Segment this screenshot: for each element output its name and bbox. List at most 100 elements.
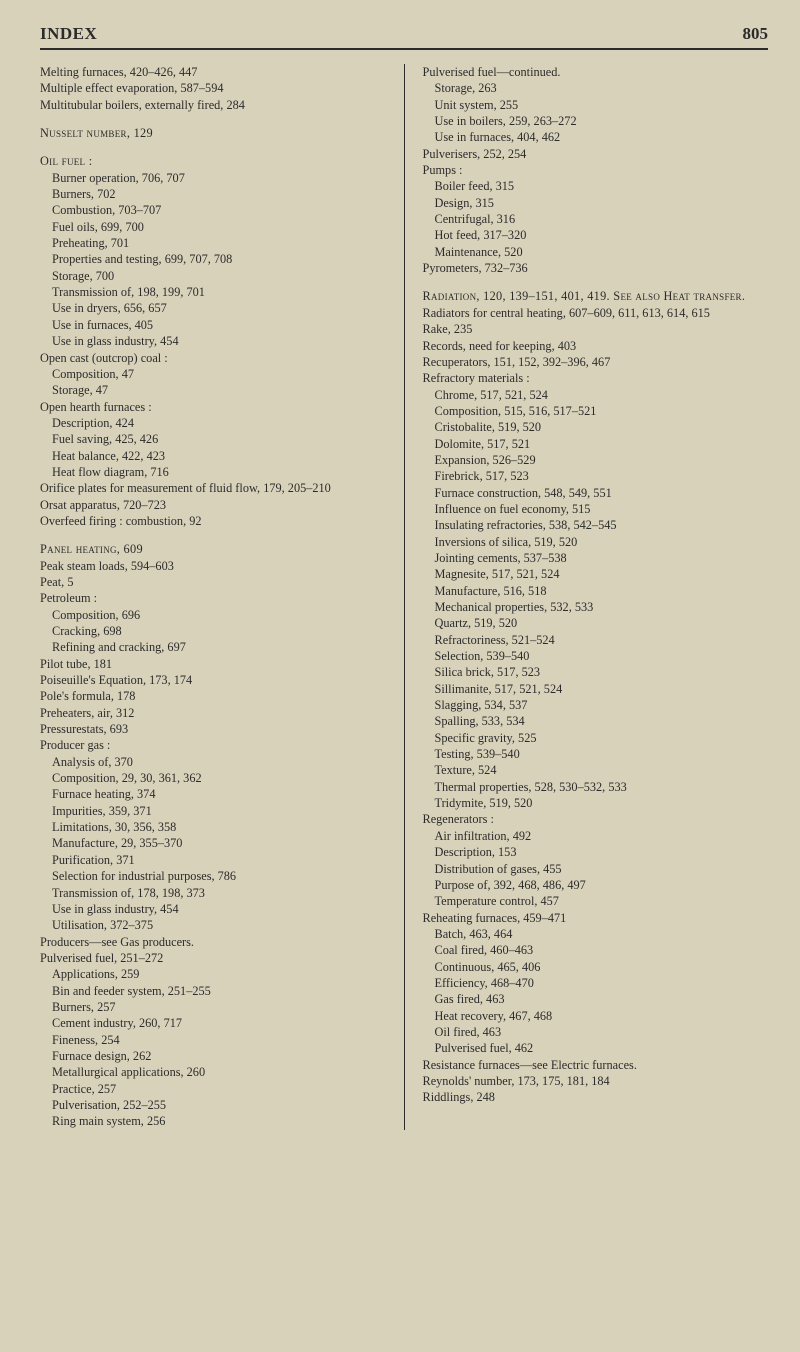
index-entry: Dolomite, 517, 521 <box>423 436 769 452</box>
index-entry: Composition, 47 <box>40 366 386 382</box>
index-entry: Insulating refractories, 538, 542–545 <box>423 517 769 533</box>
index-entry: Recuperators, 151, 152, 392–396, 467 <box>423 354 769 370</box>
index-entry: Use in dryers, 656, 657 <box>40 300 386 316</box>
index-entry: Orsat apparatus, 720–723 <box>40 497 386 513</box>
index-entry: Quartz, 519, 520 <box>423 615 769 631</box>
index-entry: Use in boilers, 259, 263–272 <box>423 113 769 129</box>
index-entry: Combustion, 703–707 <box>40 202 386 218</box>
index-entry: Overfeed firing : combustion, 92 <box>40 513 386 529</box>
gap <box>40 529 386 541</box>
index-entry: Pressurestats, 693 <box>40 721 386 737</box>
right-column: Pulverised fuel—continued.Storage, 263Un… <box>405 64 769 1130</box>
index-entry: Selection for industrial purposes, 786 <box>40 868 386 884</box>
index-entry: Fineness, 254 <box>40 1032 386 1048</box>
index-entry: Tridymite, 519, 520 <box>423 795 769 811</box>
index-entry: Limitations, 30, 356, 358 <box>40 819 386 835</box>
index-entry: Magnesite, 517, 521, 524 <box>423 566 769 582</box>
index-entry: Heat flow diagram, 716 <box>40 464 386 480</box>
index-entry: Resistance furnaces—see Electric furnace… <box>423 1057 769 1073</box>
index-entry: Refractoriness, 521–524 <box>423 632 769 648</box>
index-entry: Coal fired, 460–463 <box>423 942 769 958</box>
index-entry: Bin and feeder system, 251–255 <box>40 983 386 999</box>
index-entry: Centrifugal, 316 <box>423 211 769 227</box>
index-entry: Open cast (outcrop) coal : <box>40 350 386 366</box>
index-entry: Preheaters, air, 312 <box>40 705 386 721</box>
index-entry: Description, 424 <box>40 415 386 431</box>
gap <box>40 113 386 125</box>
index-entry: Preheating, 701 <box>40 235 386 251</box>
index-entry: Heat balance, 422, 423 <box>40 448 386 464</box>
index-entry: Refractory materials : <box>423 370 769 386</box>
index-entry: Metallurgical applications, 260 <box>40 1064 386 1080</box>
left-column: Melting furnaces, 420–426, 447Multiple e… <box>40 64 405 1130</box>
index-entry: Gas fired, 463 <box>423 991 769 1007</box>
columns: Melting furnaces, 420–426, 447Multiple e… <box>40 64 768 1130</box>
index-entry: Purification, 371 <box>40 852 386 868</box>
index-entry: Heat recovery, 467, 468 <box>423 1008 769 1024</box>
index-entry: Petroleum : <box>40 590 386 606</box>
index-entry: Nusselt number, 129 <box>40 125 386 141</box>
index-entry: Analysis of, 370 <box>40 754 386 770</box>
index-entry: Unit system, 255 <box>423 97 769 113</box>
index-entry: Purpose of, 392, 468, 486, 497 <box>423 877 769 893</box>
index-entry: Pulverised fuel, 251–272 <box>40 950 386 966</box>
index-entry: Continuous, 465, 406 <box>423 959 769 975</box>
index-entry: Cement industry, 260, 717 <box>40 1015 386 1031</box>
index-entry: Air infiltration, 492 <box>423 828 769 844</box>
index-entry: Thermal properties, 528, 530–532, 533 <box>423 779 769 795</box>
index-entry: Maintenance, 520 <box>423 244 769 260</box>
index-entry: Use in furnaces, 405 <box>40 317 386 333</box>
index-entry: Use in furnaces, 404, 462 <box>423 129 769 145</box>
index-entry: Efficiency, 468–470 <box>423 975 769 991</box>
index-entry: Regenerators : <box>423 811 769 827</box>
index-entry: Hot feed, 317–320 <box>423 227 769 243</box>
index-entry: Multitubular boilers, externally fired, … <box>40 97 386 113</box>
index-entry: Expansion, 526–529 <box>423 452 769 468</box>
index-entry: Reynolds' number, 173, 175, 181, 184 <box>423 1073 769 1089</box>
header: INDEX 805 <box>40 24 768 50</box>
index-entry: Transmission of, 198, 199, 701 <box>40 284 386 300</box>
index-entry: Oil fired, 463 <box>423 1024 769 1040</box>
index-entry: Producers—see Gas producers. <box>40 934 386 950</box>
index-entry: Description, 153 <box>423 844 769 860</box>
index-entry: Manufacture, 29, 355–370 <box>40 835 386 851</box>
index-entry: Storage, 263 <box>423 80 769 96</box>
index-entry: Applications, 259 <box>40 966 386 982</box>
index-entry: Transmission of, 178, 198, 373 <box>40 885 386 901</box>
index-entry: Impurities, 359, 371 <box>40 803 386 819</box>
index-entry: Use in glass industry, 454 <box>40 333 386 349</box>
page: INDEX 805 Melting furnaces, 420–426, 447… <box>0 0 800 1154</box>
gap <box>40 141 386 153</box>
index-entry: Influence on fuel economy, 515 <box>423 501 769 517</box>
index-entry: Design, 315 <box>423 195 769 211</box>
index-entry: Refining and cracking, 697 <box>40 639 386 655</box>
index-entry: Mechanical properties, 532, 533 <box>423 599 769 615</box>
index-entry: Properties and testing, 699, 707, 708 <box>40 251 386 267</box>
index-entry: Specific gravity, 525 <box>423 730 769 746</box>
index-entry: Texture, 524 <box>423 762 769 778</box>
index-entry: Spalling, 533, 534 <box>423 713 769 729</box>
index-entry: Distribution of gases, 455 <box>423 861 769 877</box>
index-entry: Chrome, 517, 521, 524 <box>423 387 769 403</box>
index-entry: Records, need for keeping, 403 <box>423 338 769 354</box>
index-entry: Pulverised fuel, 462 <box>423 1040 769 1056</box>
index-entry: Sillimanite, 517, 521, 524 <box>423 681 769 697</box>
index-entry: Poiseuille's Equation, 173, 174 <box>40 672 386 688</box>
index-entry: Boiler feed, 315 <box>423 178 769 194</box>
index-entry: Pumps : <box>423 162 769 178</box>
index-entry: Rake, 235 <box>423 321 769 337</box>
index-entry: Producer gas : <box>40 737 386 753</box>
index-entry: Orifice plates for measurement of fluid … <box>40 480 386 496</box>
index-entry: Pole's formula, 178 <box>40 688 386 704</box>
index-entry: Temperature control, 457 <box>423 893 769 909</box>
index-entry: Pilot tube, 181 <box>40 656 386 672</box>
index-entry: Inversions of silica, 519, 520 <box>423 534 769 550</box>
index-entry: Radiation, 120, 139–151, 401, 419. See a… <box>423 288 769 304</box>
index-entry: Burners, 702 <box>40 186 386 202</box>
index-entry: Oil fuel : <box>40 153 386 169</box>
index-entry: Burner operation, 706, 707 <box>40 170 386 186</box>
index-entry: Utilisation, 372–375 <box>40 917 386 933</box>
index-entry: Storage, 47 <box>40 382 386 398</box>
index-entry: Composition, 29, 30, 361, 362 <box>40 770 386 786</box>
index-entry: Slagging, 534, 537 <box>423 697 769 713</box>
